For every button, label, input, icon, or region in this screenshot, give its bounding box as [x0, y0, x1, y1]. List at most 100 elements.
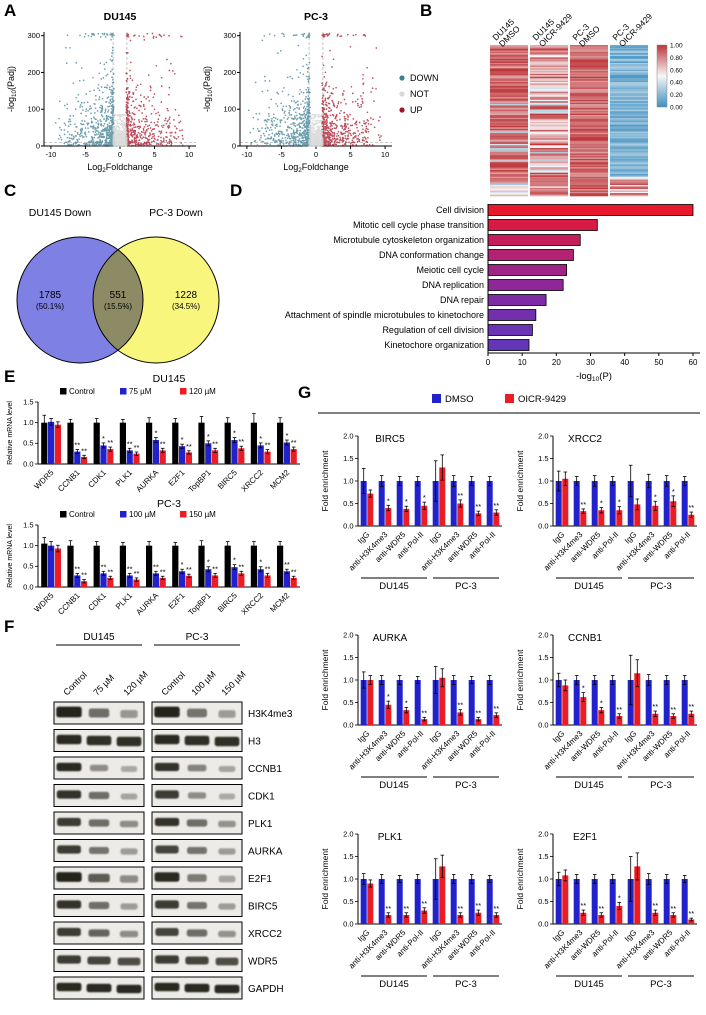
blot-band: [218, 875, 236, 883]
bar: [555, 879, 562, 924]
heatmap-cell: [490, 130, 528, 132]
heatmap-cell: [490, 145, 528, 147]
heatmap-cell: [530, 147, 568, 150]
sig-marker: **: [160, 567, 166, 576]
y-tick-label: 1.0: [23, 418, 33, 427]
y-tick-label: 2.0: [343, 630, 353, 639]
bar: [159, 577, 166, 587]
blot-group-label: PC-3: [186, 632, 209, 643]
sig-marker: **: [688, 503, 694, 512]
blot-band: [57, 927, 81, 937]
y-tick-label: 1.5: [23, 520, 33, 529]
heatmap-cell: [570, 124, 608, 127]
heatmap-cell: [570, 97, 608, 99]
bar: [598, 915, 605, 924]
venn-right-value: 1228: [175, 290, 198, 301]
blot-band: [214, 736, 240, 747]
x-tick-label: 50: [654, 358, 663, 367]
heatmap-cell: [490, 71, 528, 73]
sig-marker: **: [652, 901, 658, 910]
heatmap-cell: [570, 83, 608, 86]
chip-legend-label: OICR-9429: [518, 394, 566, 405]
heatmap-cell: [570, 172, 608, 175]
heatmap-cell: [610, 134, 648, 136]
go-bar: [487, 324, 533, 336]
heatmap-cell: [570, 95, 608, 98]
colorbar-tick: 0.80: [670, 55, 683, 62]
bar: [475, 719, 482, 725]
y-tick-label: 0.0: [23, 459, 33, 468]
heatmap-cell: [570, 72, 608, 75]
x-category-label: WDR5: [32, 468, 55, 491]
heatmap-cell: [570, 117, 608, 120]
heatmap-cell: [490, 160, 528, 162]
colorbar-tick: 0.60: [670, 67, 683, 74]
bar: [663, 481, 670, 526]
heatmap-cell: [490, 83, 528, 86]
blot-band: [88, 873, 110, 883]
heatmap-cell: [530, 95, 568, 98]
blot-band: [185, 956, 209, 965]
bar: [670, 716, 677, 725]
sig-marker: *: [259, 558, 262, 567]
heatmap-cell: [490, 64, 528, 66]
sig-marker: **: [688, 909, 694, 918]
sig-marker: **: [457, 491, 463, 500]
bar: [432, 680, 439, 725]
colorbar-tick: 0.40: [670, 80, 683, 87]
heatmap-cell: [530, 75, 568, 77]
bar: [67, 545, 74, 587]
y-axis-label: Relative mRNA level: [7, 401, 14, 465]
heatmap-cell: [530, 71, 568, 73]
heatmap-cell: [610, 50, 648, 53]
heatmap-cell: [530, 72, 568, 75]
heatmap-cell: [610, 53, 648, 55]
sig-marker: **: [186, 442, 192, 451]
heatmap-cell: [570, 187, 608, 190]
x-tick-label: -10: [45, 150, 56, 159]
sig-marker: **: [265, 564, 271, 573]
cell-line-label: DU145: [574, 780, 604, 791]
blot-row-label: GAPDH: [248, 984, 284, 995]
heatmap-cell: [570, 186, 608, 189]
legend-swatch: [180, 511, 187, 518]
go-bar: [487, 294, 547, 306]
heatmap-cell: [490, 115, 528, 117]
panel-label-d: D: [230, 181, 243, 200]
bar: [670, 501, 677, 526]
heatmap-cell: [570, 99, 608, 102]
mrna-legend-label: 150 µM: [189, 510, 216, 519]
bar: [580, 697, 587, 725]
bar: [231, 567, 238, 587]
y-tick-label: 0.0: [343, 521, 353, 530]
heatmap-cell: [610, 158, 648, 161]
heatmap-cell: [610, 164, 648, 167]
y-axis-label: Fold enrichment: [320, 848, 330, 910]
bar: [573, 680, 580, 725]
y-tick-label: 1.5: [343, 653, 353, 662]
heatmap-cell: [570, 169, 608, 172]
blot-band: [155, 845, 179, 854]
bar: [591, 481, 598, 526]
heatmap-cell: [570, 88, 608, 91]
bar: [367, 680, 374, 725]
bar: [179, 571, 186, 587]
y-axis-label: Fold enrichment: [515, 450, 525, 512]
bar: [93, 422, 100, 464]
bar: [250, 545, 257, 587]
heatmap-cell: [570, 157, 608, 160]
panel-label-a: A: [4, 1, 17, 20]
bar: [468, 879, 475, 924]
blot-band: [57, 817, 81, 827]
heatmap-cell: [610, 175, 648, 178]
blot-row-label: CDK1: [248, 792, 275, 803]
y-tick-label: 0.5: [343, 897, 353, 906]
volcano-legend-label: NOT: [410, 89, 430, 99]
heatmap-cell: [610, 95, 648, 98]
bar: [663, 680, 670, 725]
heatmap-cell: [530, 161, 568, 164]
x-category-label: AURKA: [134, 591, 160, 617]
bar: [152, 440, 159, 464]
heatmap-cell: [490, 150, 528, 153]
blot-band: [184, 983, 210, 993]
